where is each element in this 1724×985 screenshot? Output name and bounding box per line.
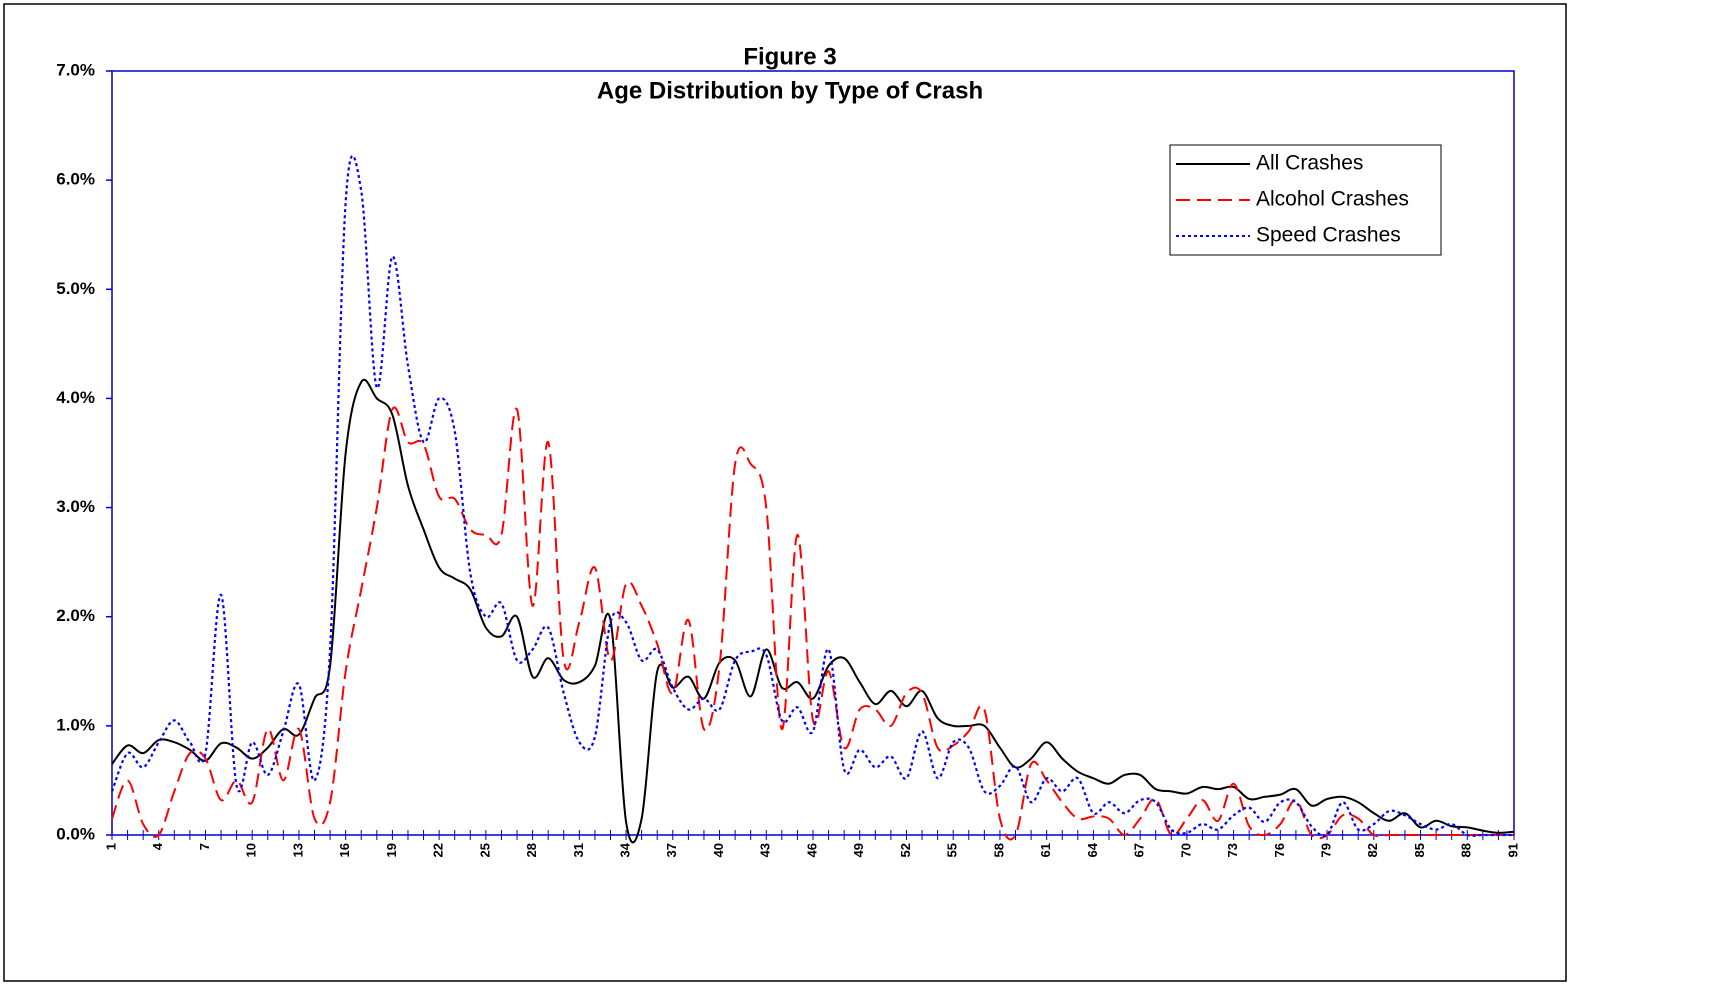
x-tick-label: 28 [524,843,539,857]
legend-label: All Crashes [1256,152,1363,175]
x-tick-label: 46 [804,843,819,857]
x-tick-label: 1 [103,843,118,850]
x-tick-label: 7 [197,843,212,850]
x-tick-label: 91 [1505,843,1520,857]
x-tick-label: 67 [1132,843,1147,857]
x-tick-label: 19 [384,843,399,857]
y-tick-label: 6.0% [56,170,95,189]
x-tick-label: 25 [477,843,492,857]
x-tick-label: 61 [1038,843,1053,857]
y-tick-label: 5.0% [56,279,95,298]
x-tick-label: 31 [571,843,586,857]
x-tick-label: 22 [431,843,446,857]
x-tick-label: 13 [290,843,305,857]
y-tick-label: 7.0% [56,60,95,79]
legend-label: Speed Crashes [1256,224,1401,247]
series-line [111,406,1514,841]
x-tick-label: 4 [150,842,165,850]
x-tick-label: 76 [1272,843,1287,857]
x-tick-label: 34 [618,842,633,857]
y-tick-label: 0.0% [56,824,95,843]
y-tick-label: 3.0% [56,497,95,516]
x-tick-label: 37 [664,843,679,857]
x-tick-label: 40 [711,843,726,857]
legend-label: Alcohol Crashes [1256,188,1409,211]
chart-border [3,3,1567,982]
x-tick-label: 43 [758,843,773,857]
x-tick-label: 16 [337,843,352,857]
x-tick-label: 49 [851,843,866,857]
y-tick-label: 4.0% [56,388,95,407]
series-line [111,378,1515,844]
x-tick-label: 10 [244,843,259,857]
series-line [110,154,1514,838]
y-tick-label: 2.0% [56,606,95,625]
y-tick-label: 1.0% [56,715,95,734]
x-tick-label: 79 [1319,843,1334,857]
x-tick-label: 70 [1178,843,1193,857]
x-tick-label: 55 [945,843,960,857]
x-tick-label: 88 [1459,843,1474,857]
chart-subtitle: Age Distribution by Type of Crash [597,77,983,104]
x-tick-label: 58 [991,843,1006,857]
x-tick-label: 82 [1365,843,1380,857]
x-tick-label: 85 [1412,843,1427,857]
x-tick-label: 52 [898,843,913,857]
chart-title: Figure 3 [743,43,836,70]
x-tick-label: 73 [1225,843,1240,857]
x-tick-label: 64 [1085,842,1100,857]
